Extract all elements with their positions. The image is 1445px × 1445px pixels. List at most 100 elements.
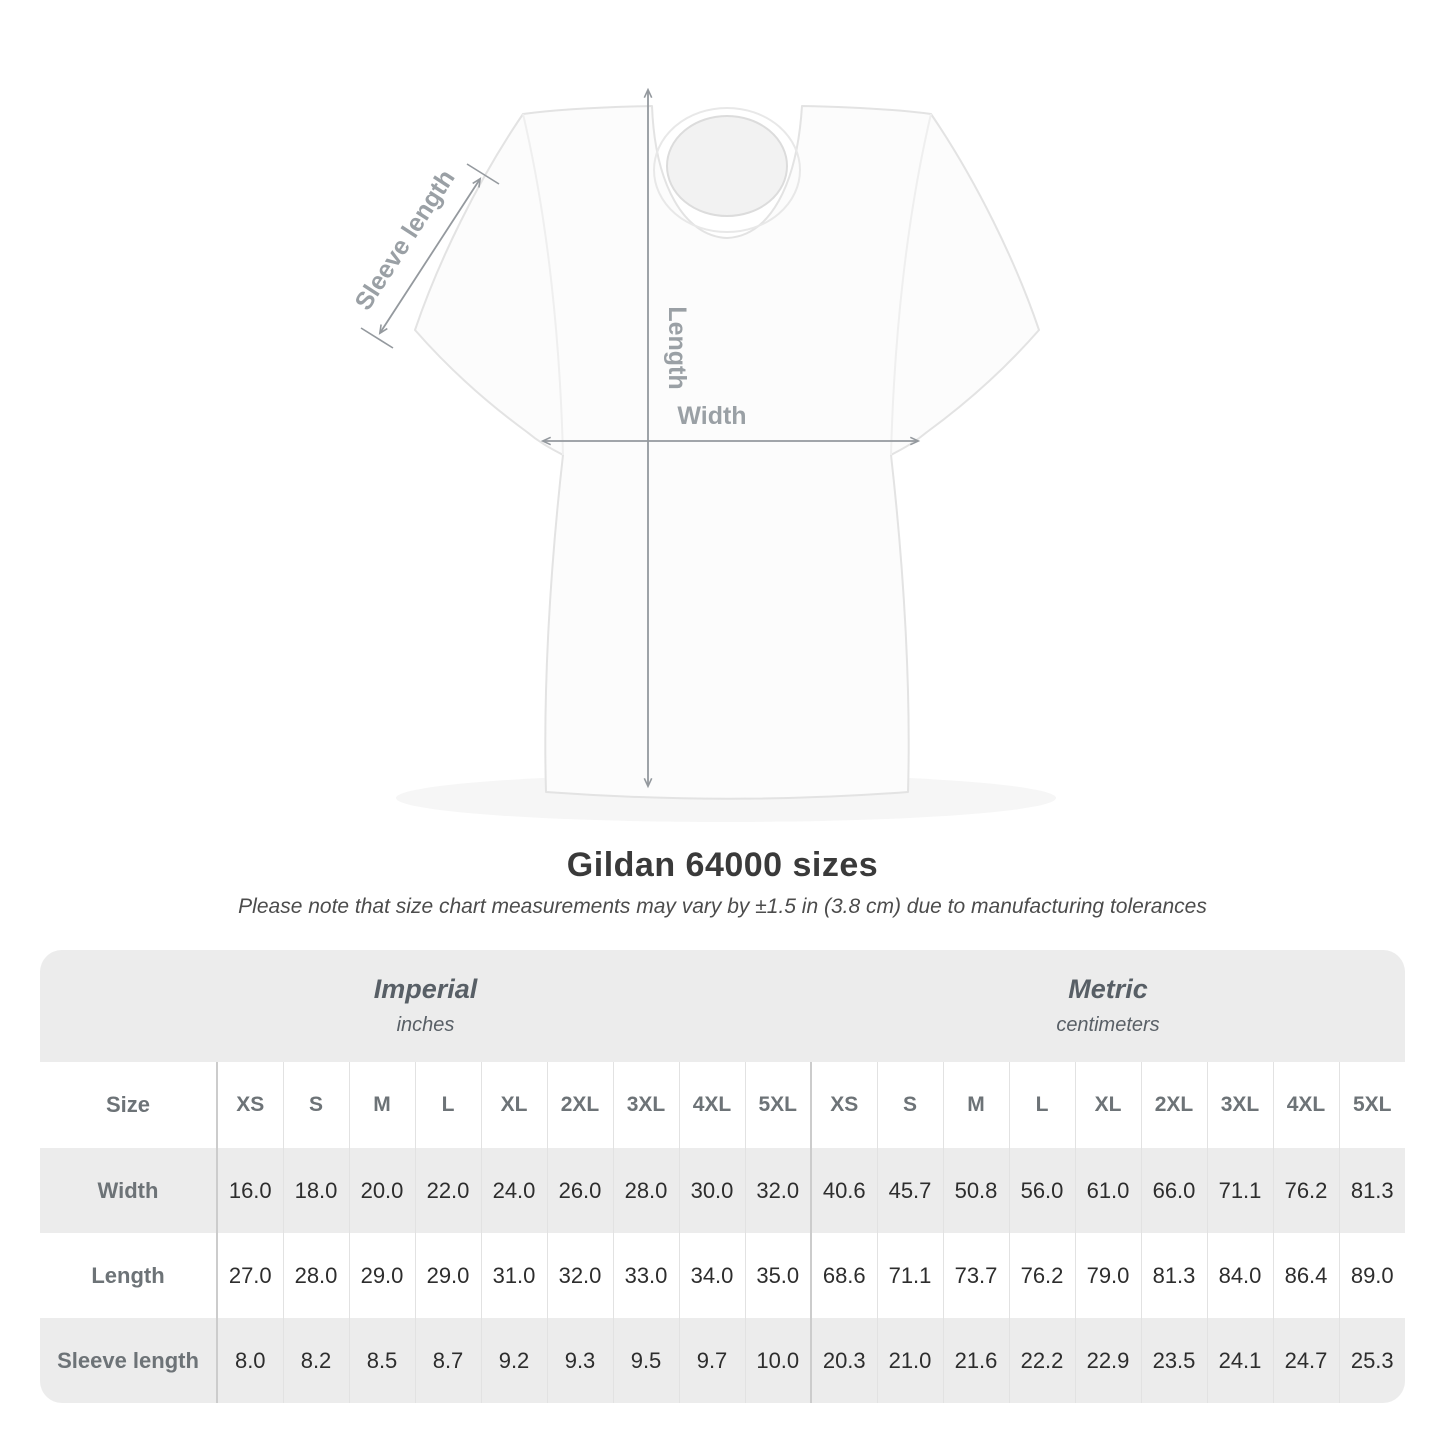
value-cell: 20.3 [810, 1318, 877, 1403]
value-cell: 76.2 [1272, 1148, 1339, 1233]
size-column-header: XS [810, 1062, 877, 1148]
value-cell: 28.0 [282, 1233, 349, 1318]
value-cell: 25.3 [1338, 1318, 1405, 1403]
row-label: Width [97, 1177, 159, 1203]
value-cell: 32.0 [744, 1148, 811, 1233]
value-cell: 8.0 [216, 1318, 283, 1403]
value-cell: 35.0 [744, 1233, 811, 1318]
value-cell: 81.3 [1140, 1233, 1207, 1318]
value-cell: 66.0 [1140, 1148, 1207, 1233]
value-cell: 81.3 [1338, 1148, 1405, 1233]
value-cell: 10.0 [744, 1318, 811, 1403]
value-cell: 8.2 [282, 1318, 349, 1403]
size-column-header: 5XL [744, 1062, 811, 1148]
value-cell: 16.0 [216, 1148, 283, 1233]
value-cell: 22.9 [1074, 1318, 1141, 1403]
value-cell: 68.6 [810, 1233, 877, 1318]
value-cell: 84.0 [1206, 1233, 1273, 1318]
size-column-header: XL [480, 1062, 547, 1148]
value-cell: 24.0 [480, 1148, 547, 1233]
size-column-header: S [876, 1062, 943, 1148]
right-armhole-seam [890, 113, 932, 456]
size-column-header: 3XL [1206, 1062, 1273, 1148]
value-cell: 29.0 [348, 1233, 415, 1318]
value-cell: 76.2 [1008, 1233, 1075, 1318]
size-column-header: 2XL [546, 1062, 613, 1148]
sleeve-length-arrow [378, 177, 482, 335]
value-cell: 86.4 [1272, 1233, 1339, 1318]
unit-group-imperial: Imperial inches [40, 950, 811, 1062]
table-row: Width 16.0 18.0 20.0 22.0 24.0 26.0 28.0 30.0 32.… [40, 1148, 1405, 1233]
value-cell: 24.1 [1206, 1318, 1273, 1403]
value-cell: 34.0 [678, 1233, 745, 1318]
value-cell: 56.0 [1008, 1148, 1075, 1233]
value-cell: 8.5 [348, 1318, 415, 1403]
width-label: Width [677, 402, 746, 430]
sleeve-arrow-tick-bottom [360, 327, 394, 349]
value-cell: 9.5 [612, 1318, 679, 1403]
size-row-label: Size [105, 1092, 151, 1117]
row-label: Sleeve length [57, 1347, 199, 1373]
value-cell: 40.6 [810, 1148, 877, 1233]
shirt-measurement-figure: Width Length Sleeve length [349, 87, 1040, 800]
collar-opening [666, 115, 788, 217]
table-row: Sleeve length 8.0 8.2 8.5 8.7 9.2 9.3 9.5 9.7 10.… [40, 1318, 1405, 1403]
unit-group-title: Imperial [373, 974, 478, 1005]
value-cell: 9.7 [678, 1318, 745, 1403]
length-label: Length [663, 306, 691, 389]
page-title: Gildan 64000 sizes [566, 846, 879, 884]
size-table: Imperial inches Metric centimeters Size XS S M L… [40, 950, 1405, 1403]
page-subtitle: Please note that size chart measurements… [238, 895, 1207, 918]
value-cell: 71.1 [1206, 1148, 1273, 1233]
table-row: Length 27.0 28.0 29.0 29.0 31.0 32.0 33.0 34.0 35… [40, 1233, 1405, 1318]
value-cell: 61.0 [1074, 1148, 1141, 1233]
value-cell: 9.2 [480, 1318, 547, 1403]
value-cell: 20.0 [348, 1148, 415, 1233]
value-cell: 9.3 [546, 1318, 613, 1403]
size-column-header: 5XL [1338, 1062, 1405, 1148]
unit-group-metric: Metric centimeters [811, 950, 1405, 1062]
collar-rim [653, 107, 801, 233]
size-column-header: L [414, 1062, 481, 1148]
size-column-header: S [282, 1062, 349, 1148]
unit-header-row: Imperial inches Metric centimeters [40, 950, 1405, 1062]
size-header-row: Size XS S M L XL 2XL 3XL 4XL 5XL XS S M L XL 2XL 3XL 4XL 5… [40, 1062, 1405, 1148]
size-column-header: M [348, 1062, 415, 1148]
value-cell: 71.1 [876, 1233, 943, 1318]
value-cell: 22.0 [414, 1148, 481, 1233]
size-column-header: 4XL [1272, 1062, 1339, 1148]
row-label: Length [91, 1262, 165, 1288]
value-cell: 89.0 [1338, 1233, 1405, 1318]
sleeve-arrow-tick-top [466, 163, 500, 185]
value-cell: 31.0 [480, 1233, 547, 1318]
value-cell: 28.0 [612, 1148, 679, 1233]
size-table-container: Imperial inches Metric centimeters Size XS S M L… [40, 950, 1405, 1403]
value-cell: 30.0 [678, 1148, 745, 1233]
size-column-header: 2XL [1140, 1062, 1207, 1148]
size-column-header: XS [216, 1062, 283, 1148]
value-cell: 22.2 [1008, 1318, 1075, 1403]
value-cell: 33.0 [612, 1233, 679, 1318]
size-column-header: 3XL [612, 1062, 679, 1148]
value-cell: 50.8 [942, 1148, 1009, 1233]
value-cell: 32.0 [546, 1233, 613, 1318]
value-cell: 73.7 [942, 1233, 1009, 1318]
unit-group-title: Metric [1068, 974, 1148, 1005]
unit-group-subtitle: inches [396, 1013, 455, 1036]
value-cell: 18.0 [282, 1148, 349, 1233]
tshirt-body [414, 105, 1040, 800]
value-cell: 26.0 [546, 1148, 613, 1233]
value-cell: 27.0 [216, 1233, 283, 1318]
left-armhole-seam [522, 113, 564, 456]
size-column-header: 4XL [678, 1062, 745, 1148]
value-cell: 29.0 [414, 1233, 481, 1318]
size-column-header: XL [1074, 1062, 1141, 1148]
value-cell: 45.7 [876, 1148, 943, 1233]
value-cell: 8.7 [414, 1318, 481, 1403]
size-column-header: L [1008, 1062, 1075, 1148]
value-cell: 21.0 [876, 1318, 943, 1403]
value-cell: 23.5 [1140, 1318, 1207, 1403]
value-cell: 24.7 [1272, 1318, 1339, 1403]
unit-group-subtitle: centimeters [1056, 1013, 1160, 1036]
size-column-header: M [942, 1062, 1009, 1148]
